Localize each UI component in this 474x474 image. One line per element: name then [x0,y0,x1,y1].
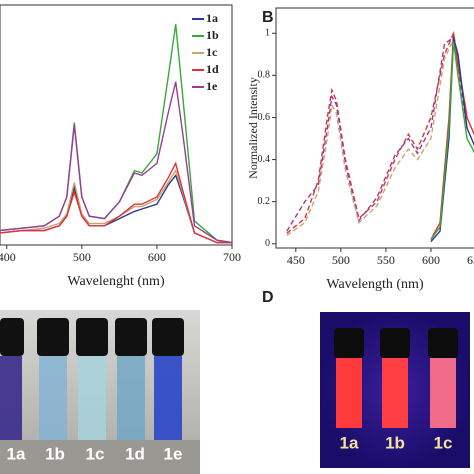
vial-label: 1a [7,444,26,463]
y-tick-label: 1 [265,28,270,39]
y-tick-label: 0 [265,238,270,249]
series-line [0,161,232,244]
series-line [286,36,468,232]
plot-frame [0,4,233,246]
panel-a: 400 500 600 700 Wavelenght (nm) 1a 1b 1c 1d 1e [0,4,241,289]
panel-b: 450 500 550 600 650 0 0.2 0.4 0.6 0.8 1 Wavelength … [246,7,474,292]
y-tick-label: 0.2 [258,196,271,207]
x-axis-label: Wavelength (nm) [326,277,424,292]
x-tick-label: 600 [422,253,440,267]
vial-label: 1b [385,433,405,452]
legend-label: 1a [206,11,218,25]
x-tick-label: 400 [0,250,16,264]
series-line [430,41,474,241]
y-tick-label: 0.6 [258,112,271,123]
y-tick-label: 0.8 [258,70,271,81]
vial-label: 1c [434,433,453,452]
vial-label: 1d [125,444,145,463]
x-tick-label: 700 [223,250,241,264]
x-tick-label: 650 [467,253,474,267]
legend-label: 1b [206,28,219,42]
x-tick-label: 450 [287,253,305,267]
series-line [286,30,468,234]
panel-label: B [262,9,274,26]
legend-label: 1e [206,79,218,93]
legend-label: 1d [206,62,219,76]
vial-label: 1e [164,444,183,463]
x-tick-label: 500 [332,253,350,267]
series-line [286,37,468,236]
vial-label: 1b [45,444,65,463]
y-axis-label: Normalized Intensity [246,77,260,179]
x-axis-label: Wavelenght (nm) [67,274,165,289]
panel-label: D [262,289,274,306]
legend-label: 1c [206,45,218,59]
y-tick-label: 0.4 [258,154,271,165]
plot-frame [275,7,474,249]
series-line [0,81,233,244]
photo-d [320,312,470,468]
vial-label: 1a [340,433,359,452]
photo-c-labels: 1a 1b 1c 1d 1e [7,444,183,463]
series-line [0,24,233,244]
x-tick-label: 500 [73,250,91,264]
photo-d-labels: 1a 1b 1c [340,433,453,452]
vial-label: 1c [86,444,105,463]
x-tick-label: 550 [377,253,395,267]
x-tick-label: 600 [148,250,166,264]
photo-c [0,310,200,474]
series-line [0,173,232,244]
